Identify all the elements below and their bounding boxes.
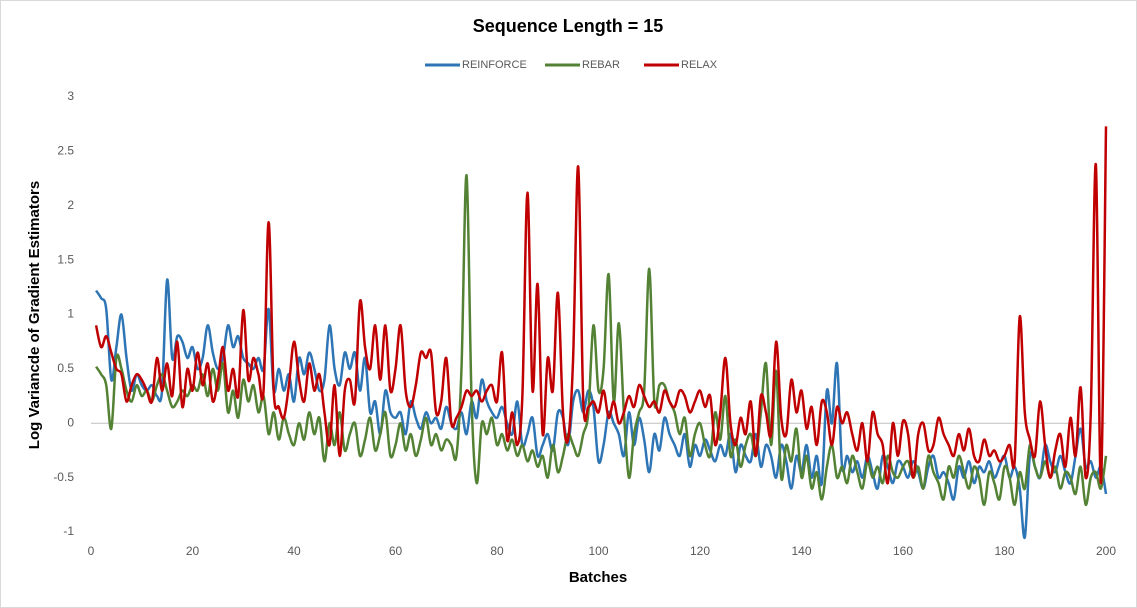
y-tick-label: 2.5 <box>57 144 74 158</box>
chart-title: Sequence Length = 15 <box>473 16 664 36</box>
series-line <box>94 126 1108 485</box>
y-tick-label: 1.5 <box>57 252 74 266</box>
y-tick-label: 1 <box>67 307 74 321</box>
y-tick-label: -0.5 <box>53 470 74 484</box>
x-tick-label: 40 <box>287 544 301 558</box>
y-tick-label: 0.5 <box>57 361 74 375</box>
x-tick-label: 180 <box>994 544 1014 558</box>
y-tick-label: -1 <box>63 524 74 538</box>
x-tick-label: 80 <box>490 544 504 558</box>
x-tick-label: 120 <box>690 544 710 558</box>
legend-label: REINFORCE <box>462 59 527 71</box>
y-axis-title: Log Variancde of Gradient Estimators <box>26 181 43 449</box>
x-tick-label: 60 <box>389 544 403 558</box>
legend-label: RELAX <box>681 59 718 71</box>
x-tick-label: 0 <box>88 544 95 558</box>
x-tick-label: 200 <box>1096 544 1116 558</box>
y-tick-label: 2 <box>67 198 74 212</box>
series-line <box>95 174 1108 507</box>
legend-label: REBAR <box>582 59 620 71</box>
x-tick-label: 160 <box>893 544 913 558</box>
x-axis-title: Batches <box>569 569 627 586</box>
x-tick-label: 20 <box>186 544 200 558</box>
y-tick-label: 3 <box>67 89 74 103</box>
x-tick-label: 100 <box>588 544 608 558</box>
y-tick-label: 0 <box>67 415 74 429</box>
x-tick-label: 140 <box>791 544 811 558</box>
